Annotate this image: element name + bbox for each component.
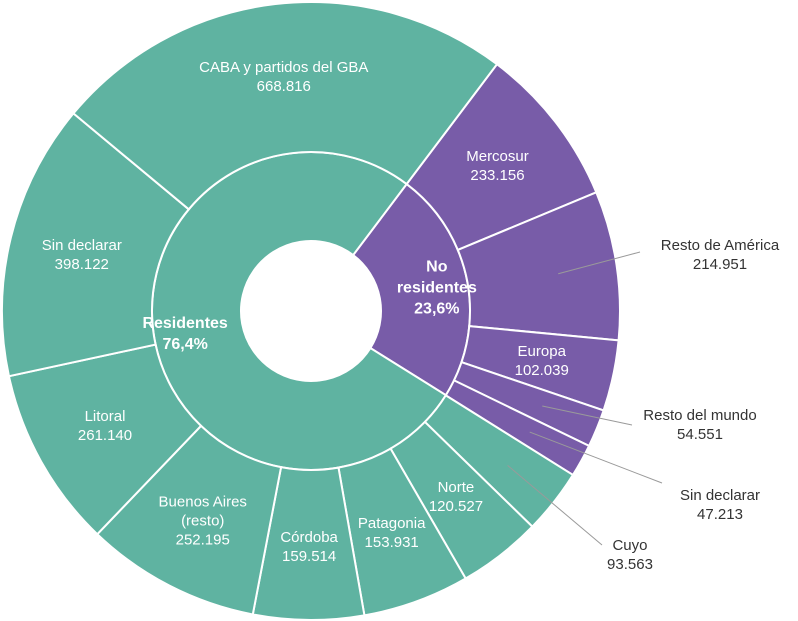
- segment-label-text: 153.931: [364, 533, 419, 551]
- segment-label: Sin declarar 47.213: [680, 486, 760, 524]
- segment-label-text: Mercosur: [466, 148, 529, 166]
- segment-label-text: 261.140: [77, 427, 133, 445]
- segment-label: Cuyo 93.563: [607, 536, 653, 574]
- segment-label-text: 120.527: [428, 498, 484, 516]
- segment-label-text: Litoral: [84, 408, 126, 426]
- group-label: No residentes 23,6%: [389, 256, 484, 319]
- segment-label: Norte 120.527: [429, 478, 483, 516]
- segment-label: Mercosur 233.156: [466, 147, 529, 185]
- segment-label-text: Córdoba: [280, 528, 338, 546]
- segment-label-text: 47.213: [697, 506, 743, 523]
- segment-label: Buenos Aires (resto) 252.195: [140, 492, 265, 549]
- leader-line: [507, 465, 603, 546]
- segment-label-text: 252.195: [175, 531, 230, 549]
- segment-label-text: Patagonia: [357, 514, 426, 532]
- segment-label-text: 159.514: [282, 547, 337, 565]
- segment-label: Patagonia 153.931: [358, 514, 426, 552]
- segment-label-text: Buenos Aires (resto): [158, 493, 247, 530]
- segment-label: Europa 102.039: [515, 342, 569, 380]
- segment-label-text: Resto de América: [660, 237, 780, 254]
- leader-line: [542, 405, 633, 426]
- outer-segment: [72, 1, 499, 211]
- segment-label-text: Sin declarar: [679, 487, 761, 504]
- group-label-text: Residentes: [142, 315, 228, 333]
- outer-segment: [1, 111, 191, 378]
- segment-label-text: 398.122: [54, 255, 109, 273]
- segment-label-text: CABA y partidos del GBA: [199, 58, 369, 76]
- segment-label: Córdoba 159.514: [280, 528, 338, 566]
- segment-label-text: Sin declarar: [41, 236, 122, 254]
- segment-label-text: 54.551: [677, 426, 723, 443]
- segment-label-text: Europa: [517, 342, 566, 360]
- leader-line: [529, 431, 663, 484]
- group-label-text: 23,6%: [414, 300, 460, 318]
- group-label-text: 76,4%: [162, 336, 208, 354]
- segment-label-text: Resto del mundo: [643, 407, 757, 424]
- segment-label-text: 668.816: [256, 77, 311, 95]
- group-label: Residentes 76,4%: [142, 313, 227, 355]
- group-label-text: No residentes: [396, 258, 477, 297]
- segment-label-text: 233.156: [470, 167, 525, 185]
- segment-label: Sin declarar 398.122: [42, 236, 122, 274]
- segment-label: CABA y partidos del GBA 668.816: [199, 58, 368, 96]
- segment-label-text: 93.563: [607, 556, 653, 573]
- leader-line: [558, 251, 641, 275]
- segment-label: Litoral 261.140: [78, 407, 132, 445]
- segment-label-text: 102.039: [514, 361, 569, 379]
- segment-label-text: 214.951: [692, 256, 748, 273]
- segment-label: Resto de América 214.951: [661, 236, 779, 274]
- segment-label: Resto del mundo 54.551: [643, 406, 756, 444]
- segment-label-text: Cuyo: [612, 537, 648, 554]
- segment-label-text: Norte: [437, 479, 475, 497]
